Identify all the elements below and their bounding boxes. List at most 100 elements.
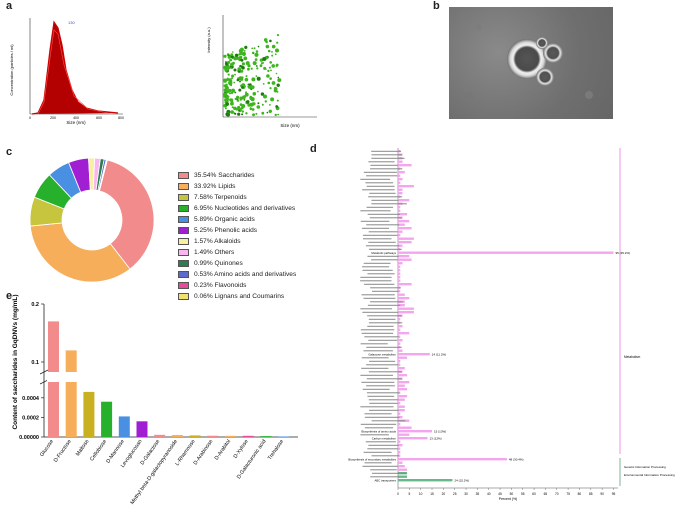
scatter-point	[234, 53, 239, 58]
sacc-bar-2	[83, 391, 95, 437]
scatter-point	[226, 66, 231, 70]
kegg-bar	[398, 363, 401, 366]
kegg-bar	[398, 227, 412, 230]
scatter-point	[260, 92, 265, 96]
scatter-point	[261, 103, 264, 106]
kegg-category-placeholder	[362, 465, 398, 467]
kegg-category-placeholder	[367, 273, 395, 275]
svg-text:400: 400	[73, 116, 79, 120]
scatter-point	[238, 56, 242, 60]
kegg-x-tick: 55	[521, 492, 525, 496]
kegg-x-tick: 75	[566, 492, 570, 496]
scatter-point	[277, 113, 280, 116]
scatter-point	[245, 75, 248, 78]
scatter-point	[241, 62, 245, 66]
kegg-bar	[398, 461, 403, 464]
kegg-category-placeholder	[364, 462, 392, 464]
scatter-point	[252, 61, 257, 66]
kegg-bar	[398, 395, 408, 398]
kegg-category-placeholder	[368, 248, 402, 250]
legend-item: 0.06% Lignans and Coumarins	[178, 291, 284, 302]
kegg-x-tick: 30	[464, 492, 468, 496]
scatter-point	[263, 94, 267, 99]
kegg-category-placeholder	[362, 266, 390, 268]
scatter-point	[264, 100, 267, 103]
kegg-bar	[398, 433, 410, 436]
scatter-point	[275, 48, 279, 53]
scatter-point	[247, 67, 250, 71]
scatter-point	[271, 51, 273, 53]
kegg-bar	[398, 213, 408, 216]
scatter-point	[251, 77, 256, 82]
kegg-bar	[398, 185, 414, 188]
kegg-category-placeholder	[369, 217, 402, 219]
saccharide-bar-chart: Content of saccharides in GqDNVs (mg/mL)…	[12, 294, 298, 506]
kegg-x-tick: 15	[430, 492, 434, 496]
kegg-bar	[398, 479, 453, 482]
scatter-point	[276, 83, 280, 87]
sacc-x-label: D-Fructose	[53, 439, 73, 464]
sacc-bar-9	[207, 435, 219, 437]
scatter-point	[275, 72, 278, 75]
scatter-point	[255, 50, 259, 53]
scatter-point	[273, 86, 278, 91]
sacc-bar-1	[65, 350, 77, 437]
sacc-y-tick: 0.0004	[22, 396, 40, 402]
kegg-bar	[398, 454, 401, 457]
saccharide-y-label: Content of saccharides in GqDNVs (mg/mL)	[12, 294, 19, 429]
scatter-point	[256, 76, 261, 81]
kegg-bar	[398, 311, 414, 314]
scatter-point	[224, 107, 227, 110]
kegg-category-placeholder	[360, 423, 397, 425]
kegg-bar	[398, 283, 412, 286]
scatter-point	[230, 62, 234, 67]
kegg-bar	[398, 360, 401, 363]
scatter-point	[265, 40, 268, 44]
scatter-point	[233, 106, 237, 111]
scatter-point	[230, 101, 234, 106]
scatter-point	[252, 113, 255, 117]
scatter-point	[265, 68, 267, 70]
kegg-x-tick: 90	[600, 492, 604, 496]
kegg-category-placeholder	[365, 441, 396, 443]
kegg-category-placeholder	[369, 402, 398, 404]
donut-slice-lipids	[29, 222, 131, 283]
panel-letter-c: c	[6, 146, 13, 158]
kegg-category-placeholder	[371, 420, 406, 422]
kegg-category-placeholder	[361, 332, 394, 334]
scatter-point	[230, 110, 234, 114]
nta-peak-label: 130	[68, 20, 75, 25]
kegg-bar	[398, 426, 412, 429]
nta-x-label: Size (nm)	[66, 120, 86, 125]
scatter-point	[270, 69, 272, 72]
scatter-point	[246, 100, 250, 104]
kegg-value-label: 15 (13%)	[434, 429, 446, 433]
kegg-category-placeholder	[360, 210, 391, 212]
kegg-category-placeholder	[371, 455, 399, 457]
sacc-bar-4	[118, 416, 130, 437]
kegg-category-placeholder	[368, 339, 398, 341]
kegg-category-placeholder	[371, 472, 407, 474]
scatter-point	[268, 66, 271, 69]
svg-text:200: 200	[50, 116, 56, 120]
scatter-point	[256, 105, 261, 109]
kegg-category-placeholder	[360, 308, 393, 310]
kegg-category-placeholder	[368, 322, 403, 324]
donut-slice-saccharides	[98, 159, 155, 270]
kegg-category-placeholder	[366, 185, 395, 187]
kegg-category-placeholder	[366, 175, 398, 177]
kegg-category-placeholder	[361, 367, 389, 369]
tem-image	[449, 7, 613, 119]
kegg-category-placeholder	[369, 360, 396, 362]
kegg-category-placeholder	[370, 164, 398, 166]
legend-item: 5.25% Phenolic acids	[178, 225, 257, 236]
sacc-bar-8	[189, 435, 201, 437]
kegg-bar	[398, 164, 412, 167]
kegg-group-genetic: Genetic Information Processing	[624, 465, 666, 469]
kegg-bar-chart: 95 (35.2%) Metabolic pathways 14 (11.2%) Ga…	[348, 148, 675, 501]
scatter-point	[251, 47, 254, 50]
scatter-point	[240, 58, 244, 62]
scatter-point	[228, 81, 233, 86]
donut-slice-lignans-and-coumarins	[98, 159, 108, 192]
kegg-value-label: 24 (15.2%)	[454, 478, 469, 482]
